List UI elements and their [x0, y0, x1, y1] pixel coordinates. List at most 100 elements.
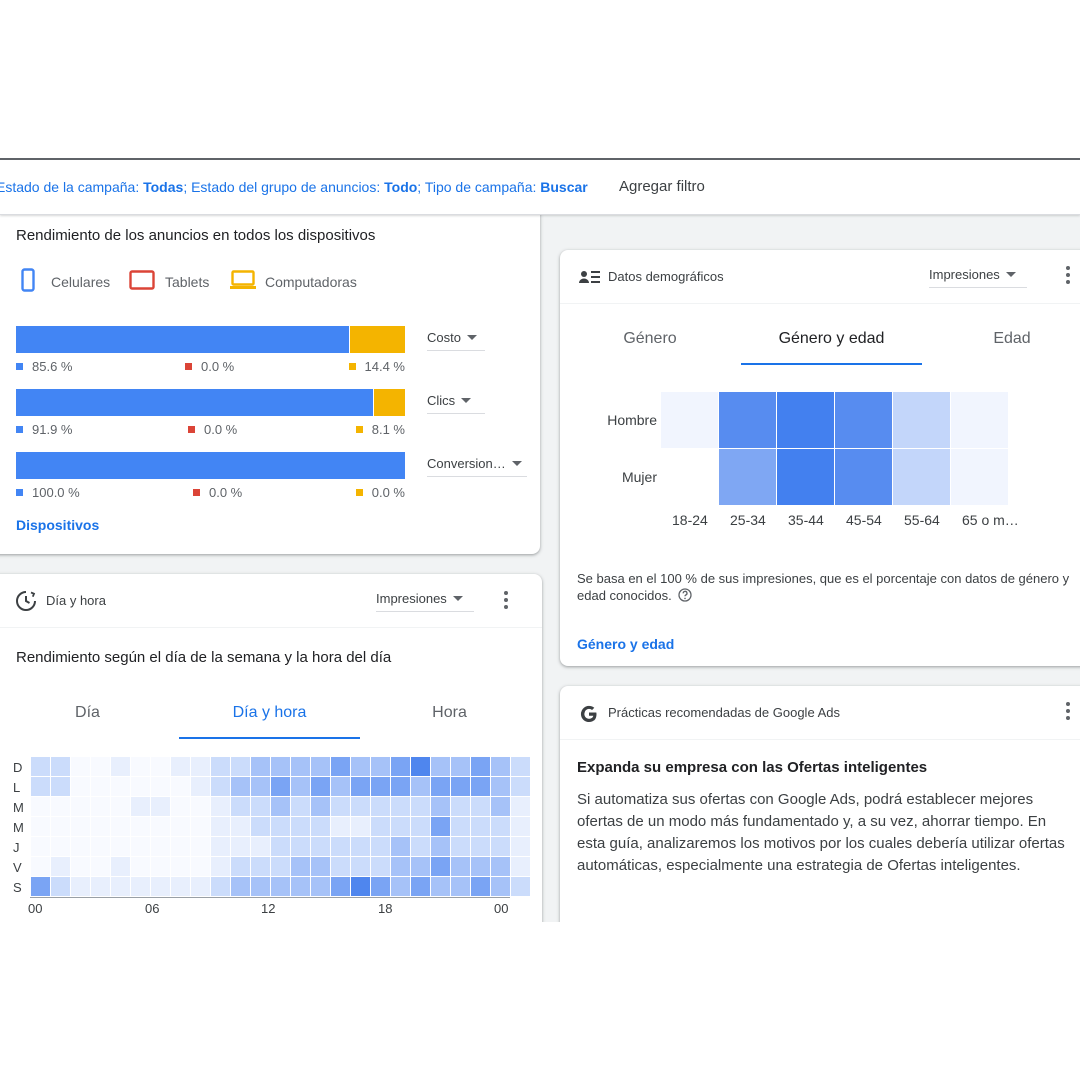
heatmap-cell[interactable]	[371, 777, 390, 796]
heatmap-cell[interactable]	[511, 857, 530, 876]
heatmap-cell[interactable]	[251, 777, 270, 796]
heatmap-cell[interactable]	[31, 877, 50, 896]
heatmap-cell[interactable]	[231, 777, 250, 796]
heatmap-cell[interactable]	[311, 857, 330, 876]
heatmap-cell[interactable]	[511, 817, 530, 836]
heatmap-cell[interactable]	[331, 797, 350, 816]
heatmap-cell[interactable]	[451, 857, 470, 876]
heatmap-cell[interactable]	[151, 877, 170, 896]
heatmap-cell[interactable]	[131, 797, 150, 816]
heatmap-cell[interactable]	[661, 449, 718, 505]
heatmap-cell[interactable]	[371, 877, 390, 896]
heatmap-cell[interactable]	[371, 837, 390, 856]
heatmap-cell[interactable]	[451, 777, 470, 796]
heatmap-cell[interactable]	[893, 449, 950, 505]
heatmap-cell[interactable]	[151, 857, 170, 876]
heatmap-cell[interactable]	[777, 449, 834, 505]
heatmap-cell[interactable]	[291, 857, 310, 876]
heatmap-cell[interactable]	[191, 837, 210, 856]
heatmap-cell[interactable]	[191, 757, 210, 776]
heatmap-cell[interactable]	[951, 449, 1008, 505]
heatmap-cell[interactable]	[951, 392, 1008, 448]
more-vert-icon[interactable]	[1066, 702, 1070, 723]
heatmap-cell[interactable]	[251, 817, 270, 836]
heatmap-cell[interactable]	[171, 817, 190, 836]
heatmap-cell[interactable]	[211, 857, 230, 876]
heatmap-cell[interactable]	[411, 817, 430, 836]
heatmap-cell[interactable]	[511, 797, 530, 816]
heatmap-cell[interactable]	[351, 857, 370, 876]
heatmap-cell[interactable]	[411, 777, 430, 796]
heatmap-cell[interactable]	[431, 797, 450, 816]
heatmap-cell[interactable]	[471, 837, 490, 856]
heatmap-cell[interactable]	[271, 837, 290, 856]
heatmap-cell[interactable]	[131, 777, 150, 796]
heatmap-cell[interactable]	[391, 797, 410, 816]
heatmap-cell[interactable]	[231, 837, 250, 856]
heatmap-cell[interactable]	[51, 857, 70, 876]
heatmap-cell[interactable]	[71, 857, 90, 876]
heatmap-cell[interactable]	[231, 757, 250, 776]
heatmap-cell[interactable]	[311, 797, 330, 816]
heatmap-cell[interactable]	[511, 777, 530, 796]
heatmap-cell[interactable]	[131, 857, 150, 876]
heatmap-cell[interactable]	[471, 777, 490, 796]
heatmap-cell[interactable]	[71, 837, 90, 856]
heatmap-cell[interactable]	[71, 877, 90, 896]
heatmap-cell[interactable]	[91, 817, 110, 836]
heatmap-cell[interactable]	[171, 777, 190, 796]
heatmap-cell[interactable]	[431, 857, 450, 876]
tab-genero[interactable]: Género	[623, 330, 677, 347]
heatmap-cell[interactable]	[431, 757, 450, 776]
heatmap-cell[interactable]	[171, 797, 190, 816]
heatmap-cell[interactable]	[371, 817, 390, 836]
heatmap-cell[interactable]	[291, 757, 310, 776]
heatmap-cell[interactable]	[271, 757, 290, 776]
heatmap-cell[interactable]	[171, 757, 190, 776]
heatmap-cell[interactable]	[31, 857, 50, 876]
heatmap-cell[interactable]	[331, 857, 350, 876]
heatmap-cell[interactable]	[51, 837, 70, 856]
heatmap-cell[interactable]	[511, 757, 530, 776]
heatmap-cell[interactable]	[471, 817, 490, 836]
heatmap-cell[interactable]	[151, 757, 170, 776]
heatmap-cell[interactable]	[91, 837, 110, 856]
heatmap-cell[interactable]	[111, 777, 130, 796]
more-vert-icon[interactable]	[504, 591, 508, 612]
heatmap-cell[interactable]	[231, 797, 250, 816]
metric-dropdown[interactable]: Costo	[427, 330, 485, 351]
heatmap-cell[interactable]	[351, 757, 370, 776]
devices-link[interactable]: Dispositivos	[16, 517, 100, 533]
heatmap-cell[interactable]	[511, 877, 530, 896]
tab-hora[interactable]: Hora	[432, 704, 467, 721]
tab-edad[interactable]: Edad	[993, 330, 1031, 347]
heatmap-cell[interactable]	[391, 817, 410, 836]
heatmap-cell[interactable]	[311, 757, 330, 776]
heatmap-cell[interactable]	[451, 817, 470, 836]
heatmap-cell[interactable]	[491, 837, 510, 856]
heatmap-cell[interactable]	[191, 797, 210, 816]
heatmap-cell[interactable]	[51, 757, 70, 776]
heatmap-cell[interactable]	[91, 777, 110, 796]
heatmap-cell[interactable]	[491, 797, 510, 816]
heatmap-cell[interactable]	[191, 857, 210, 876]
heatmap-cell[interactable]	[191, 877, 210, 896]
heatmap-cell[interactable]	[31, 757, 50, 776]
heatmap-cell[interactable]	[291, 777, 310, 796]
heatmap-cell[interactable]	[71, 757, 90, 776]
heatmap-cell[interactable]	[431, 777, 450, 796]
heatmap-cell[interactable]	[31, 817, 50, 836]
heatmap-cell[interactable]	[331, 817, 350, 836]
heatmap-cell[interactable]	[371, 857, 390, 876]
heatmap-cell[interactable]	[211, 757, 230, 776]
heatmap-cell[interactable]	[371, 757, 390, 776]
heatmap-cell[interactable]	[71, 777, 90, 796]
help-icon[interactable]	[678, 588, 692, 602]
heatmap-cell[interactable]	[371, 797, 390, 816]
heatmap-cell[interactable]	[71, 797, 90, 816]
heatmap-cell[interactable]	[451, 797, 470, 816]
add-filter-button[interactable]: Agregar filtro	[619, 178, 705, 195]
heatmap-cell[interactable]	[491, 757, 510, 776]
heatmap-cell[interactable]	[661, 392, 718, 448]
heatmap-cell[interactable]	[511, 837, 530, 856]
